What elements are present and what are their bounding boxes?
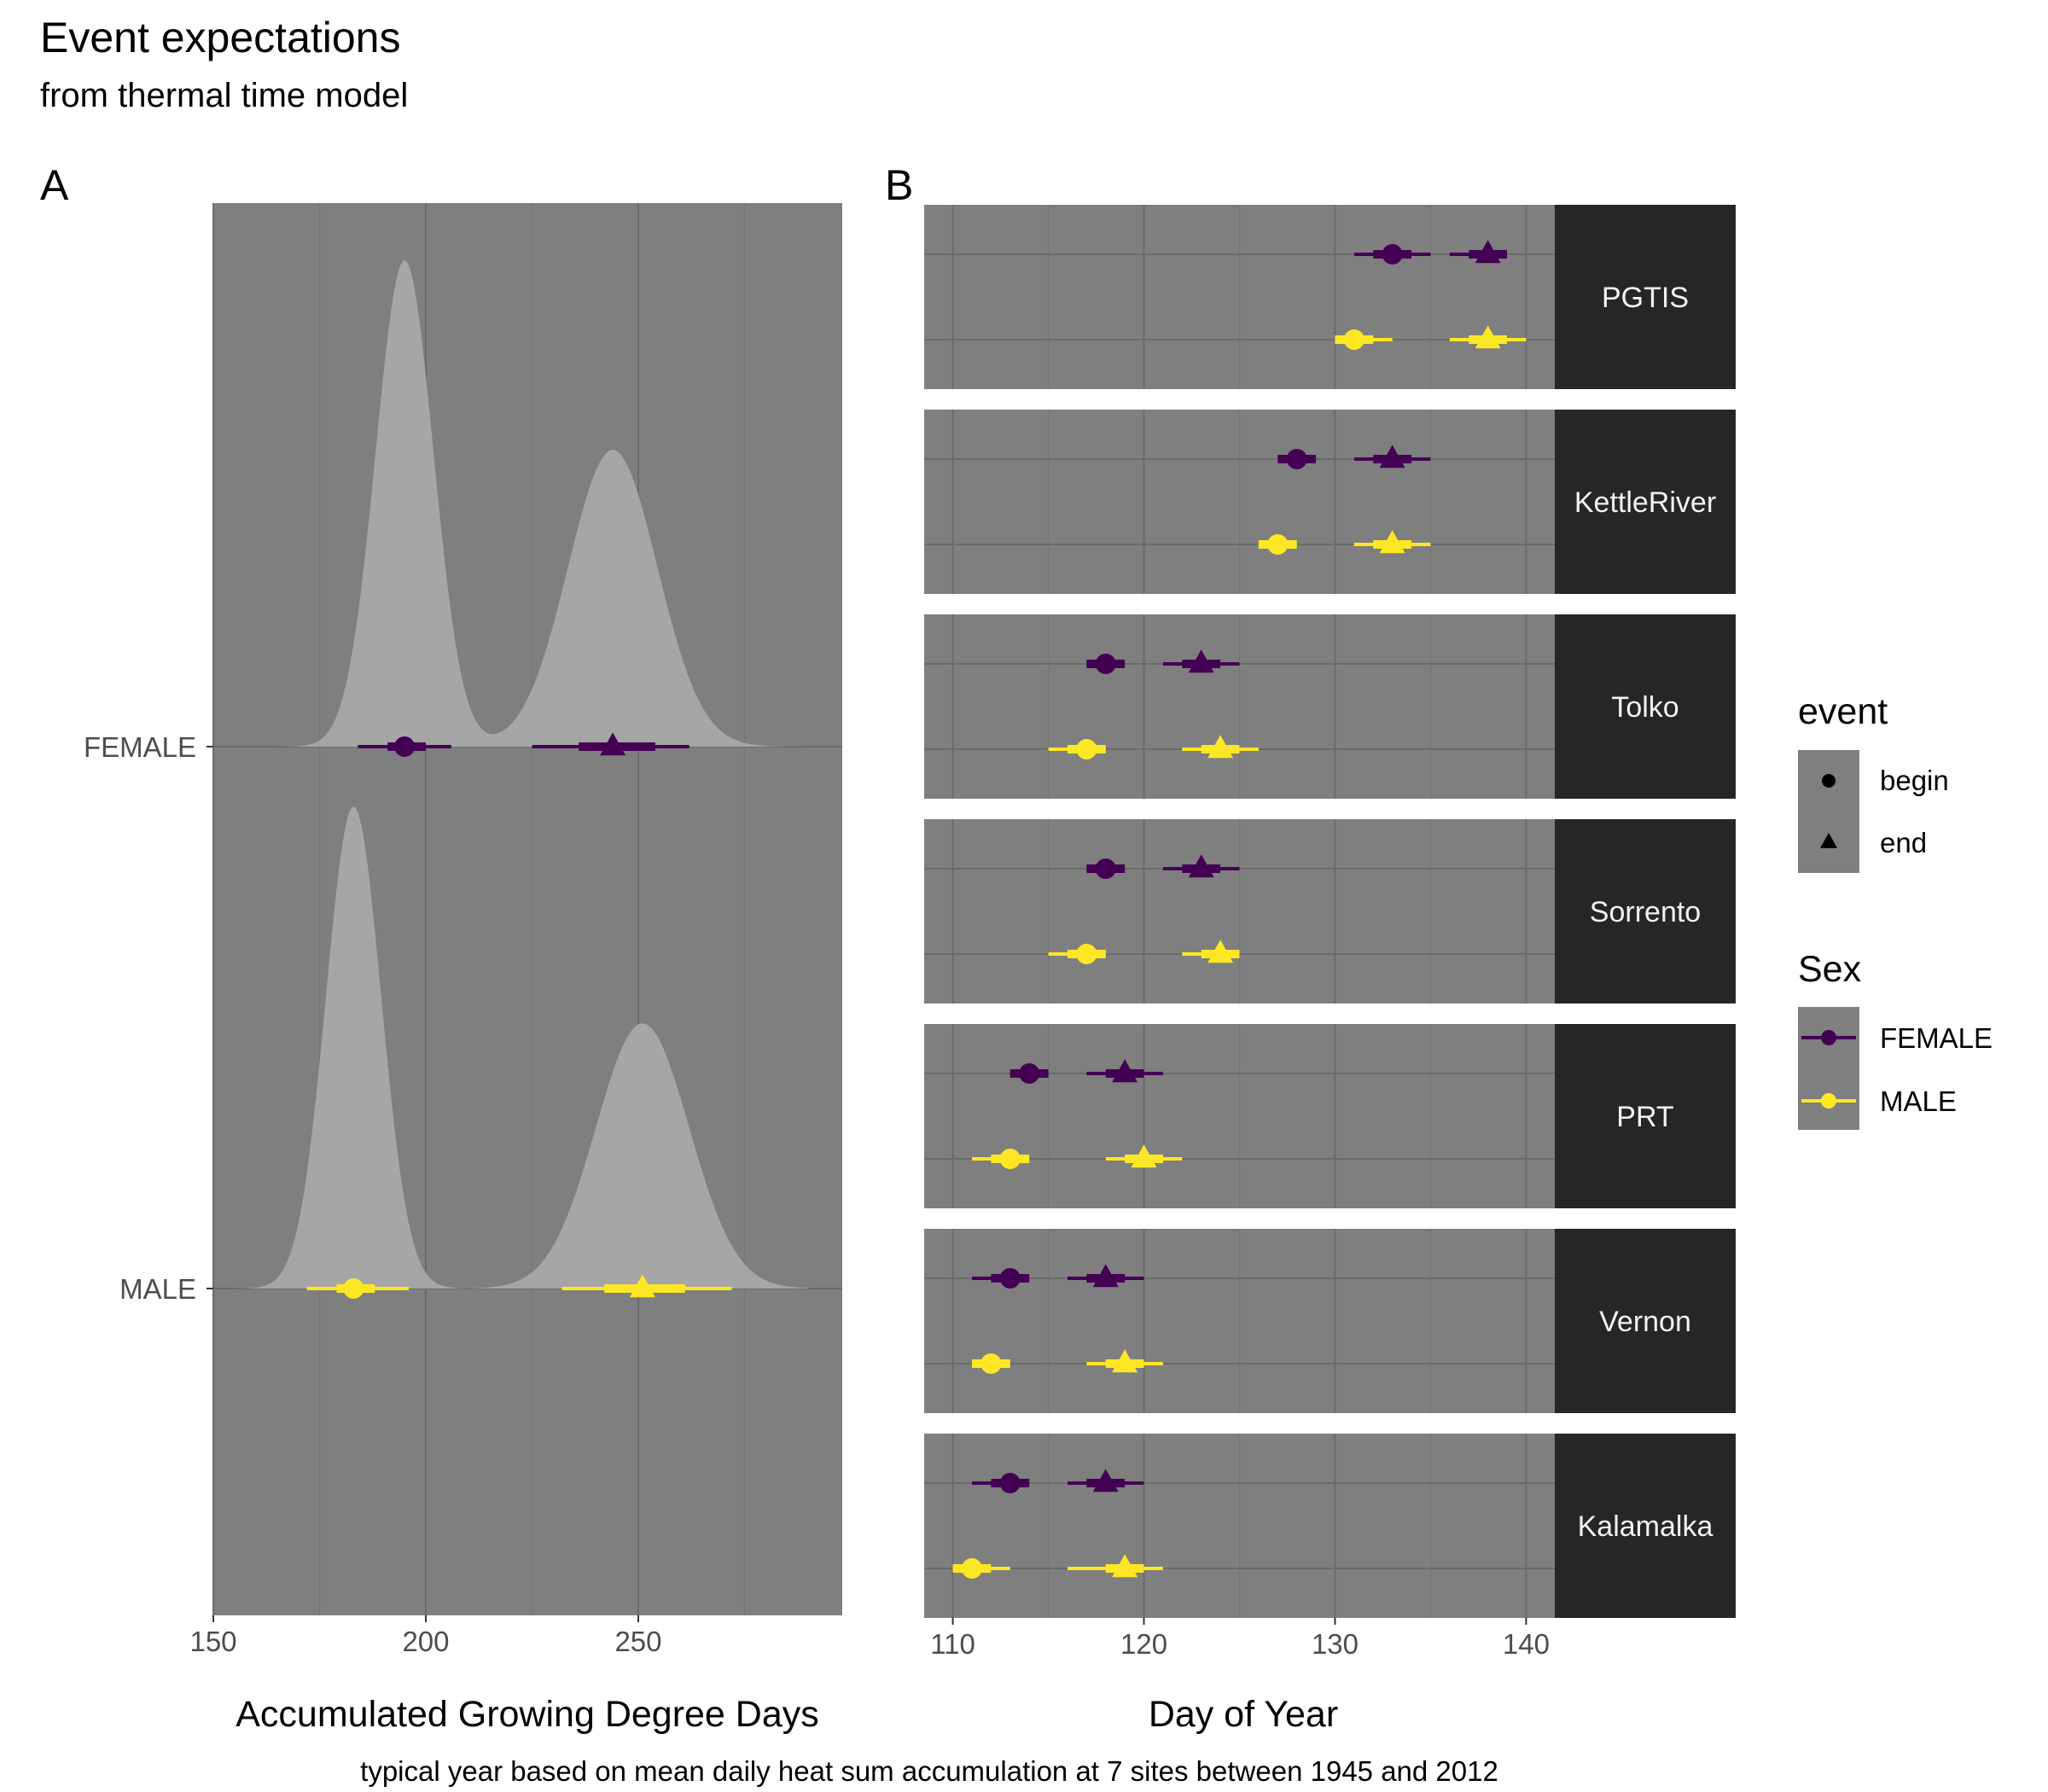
point-KettleRiver-female-begin [1286, 449, 1307, 469]
legend-sex-female-key-point [1821, 1030, 1836, 1045]
point-PGTIS-male-end [1475, 325, 1501, 349]
panel-a-background [213, 203, 842, 1615]
panel-b-x-tick-label: 130 [1312, 1628, 1359, 1660]
panel-a-x-tick-label: 200 [402, 1626, 449, 1657]
panel-b-x-tick-label: 140 [1503, 1628, 1550, 1660]
panel-b-x-axis-title: Day of Year [1148, 1694, 1339, 1735]
point-Vernon-male-begin [980, 1353, 1002, 1374]
point-Vernon-female-end [1092, 1264, 1119, 1288]
chart-title: Event expectations [40, 14, 401, 61]
point-Kalamalka-male-end [1112, 1554, 1138, 1578]
legend-event-begin-label: begin [1880, 765, 1949, 796]
panel-b-x-tick-label: 110 [930, 1628, 975, 1660]
facet-strip-PRT [1555, 1024, 1736, 1208]
point-PRT-female-end [1112, 1059, 1138, 1083]
density-curve-female [234, 260, 809, 747]
legend-sex-female-label: FEMALE [1880, 1022, 1993, 1054]
point-Sorrento-male-begin [1076, 944, 1097, 964]
point-Kalamalka-male-begin [961, 1558, 982, 1579]
facet-strip-label: Vernon [1599, 1306, 1691, 1338]
point-Vernon-male-end [1112, 1349, 1138, 1373]
legend-sex-male-label: MALE [1880, 1085, 1957, 1117]
facet-strip-KettleRiver [1555, 410, 1736, 594]
point-male-end [629, 1274, 655, 1298]
panel-b-tag: B [885, 161, 914, 209]
facet-strip-Sorrento [1555, 819, 1736, 1004]
point-Tolko-male-end [1207, 735, 1234, 759]
panel-a-tag: A [40, 161, 69, 209]
point-Vernon-female-begin [999, 1268, 1021, 1289]
legend-sex-title: Sex [1798, 949, 1862, 990]
panel-a-y-tick-label: MALE [119, 1273, 196, 1305]
legend-event-title: event [1798, 691, 1888, 732]
point-Kalamalka-female-end [1092, 1469, 1119, 1492]
panel-b-x-tick-label: 120 [1120, 1628, 1167, 1660]
legend-event-begin-key [1822, 774, 1836, 788]
chart-subtitle: from thermal time model [40, 77, 409, 114]
point-PGTIS-female-begin [1382, 244, 1403, 265]
point-PGTIS-female-end [1475, 240, 1501, 264]
point-PRT-male-end [1131, 1144, 1157, 1168]
point-PRT-male-begin [999, 1149, 1021, 1169]
point-KettleRiver-female-end [1379, 445, 1405, 468]
facet-strip-label: PGTIS [1602, 282, 1689, 314]
facet-strip-label: KettleRiver [1574, 486, 1716, 519]
point-female-end [600, 732, 626, 756]
point-PRT-female-begin [1019, 1063, 1040, 1084]
point-Sorrento-female-end [1188, 854, 1214, 878]
facet-strip-PGTIS [1555, 205, 1736, 389]
facet-strip-label: Sorrento [1590, 896, 1701, 928]
chart-caption: typical year based on mean daily heat su… [360, 1755, 1498, 1787]
point-KettleRiver-male-end [1379, 530, 1405, 554]
facet-strip-Kalamalka [1555, 1434, 1736, 1618]
point-KettleRiver-male-begin [1267, 534, 1289, 555]
panel-a-x-tick-label: 250 [614, 1626, 661, 1657]
legend-sex-keys-background [1798, 1007, 1859, 1130]
facet-strip-label: Tolko [1611, 691, 1679, 724]
panel-a-y-tick-label: FEMALE [84, 731, 196, 763]
point-Kalamalka-female-begin [999, 1473, 1021, 1493]
facet-strip-label: PRT [1616, 1101, 1673, 1133]
point-male-begin [343, 1278, 364, 1299]
legend-event-keys-background [1798, 750, 1859, 873]
panel-a-x-tick-label: 150 [189, 1626, 236, 1657]
point-female-begin [394, 736, 416, 757]
point-Sorrento-female-begin [1095, 858, 1116, 879]
point-Tolko-female-begin [1095, 654, 1116, 674]
density-curve-male [234, 806, 809, 1289]
facet-strip-Vernon [1555, 1229, 1736, 1413]
facet-strip-Tolko [1555, 614, 1736, 799]
point-Tolko-male-begin [1076, 739, 1097, 759]
panel-a-x-axis-title: Accumulated Growing Degree Days [236, 1694, 819, 1735]
facet-strip-label: Kalamalka [1578, 1510, 1713, 1543]
point-PGTIS-male-begin [1343, 329, 1364, 350]
point-Sorrento-male-end [1207, 940, 1234, 963]
legend-event-end-label: end [1880, 827, 1928, 858]
legend-sex-male-key-point [1821, 1093, 1836, 1108]
legend-event-end-key [1820, 832, 1837, 848]
point-Tolko-female-end [1188, 649, 1214, 673]
